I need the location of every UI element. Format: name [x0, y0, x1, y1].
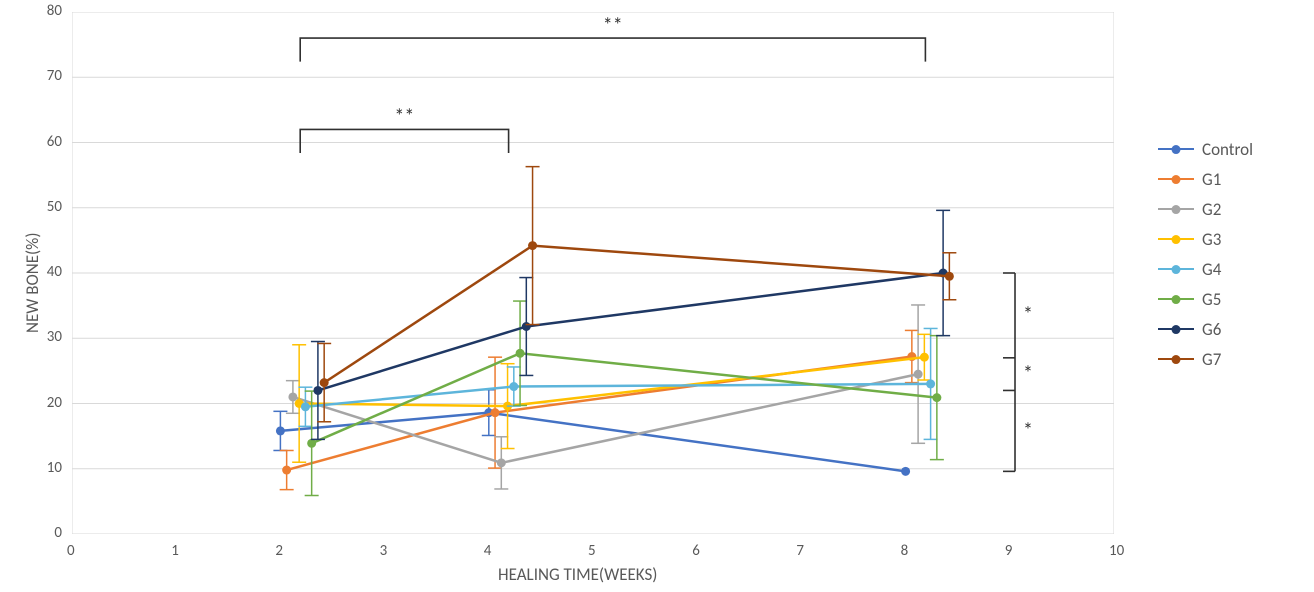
data-point	[932, 393, 941, 402]
data-point	[276, 426, 285, 435]
x-tick-label: 5	[588, 542, 596, 560]
legend-label: G2	[1202, 199, 1221, 220]
data-point	[522, 322, 531, 331]
y-tick-label: 40	[47, 263, 62, 281]
legend-label: G4	[1202, 259, 1221, 280]
data-point	[914, 370, 923, 379]
y-tick-label: 10	[47, 459, 62, 477]
data-point	[945, 272, 954, 281]
data-point	[516, 349, 525, 358]
y-tick-label: 20	[47, 394, 62, 412]
legend-label: Control	[1202, 139, 1253, 160]
legend-swatch	[1158, 268, 1194, 270]
x-tick-label: 10	[1109, 542, 1124, 560]
sig-label: **	[394, 105, 414, 129]
legend-swatch	[1158, 208, 1194, 210]
legend-label: G6	[1202, 319, 1221, 340]
data-point	[313, 386, 322, 395]
data-point	[301, 402, 310, 411]
legend: Control G1 G2 G3 G4 G5 G6 G7	[1158, 134, 1253, 374]
data-point	[288, 392, 297, 401]
legend-item: G7	[1158, 344, 1253, 374]
x-tick-label: 6	[692, 542, 700, 560]
y-tick-label: 80	[47, 2, 62, 20]
legend-label: G7	[1202, 349, 1221, 370]
plot-area	[72, 12, 1114, 534]
data-point	[901, 467, 910, 476]
legend-item: G5	[1158, 284, 1253, 314]
sig-label: *	[1023, 362, 1033, 386]
y-tick-label: 0	[54, 524, 62, 542]
data-point	[509, 382, 518, 391]
x-tick-label: 1	[171, 542, 179, 560]
legend-swatch	[1158, 298, 1194, 300]
x-tick-label: 9	[1005, 542, 1013, 560]
legend-label: G5	[1202, 289, 1221, 310]
data-point	[926, 379, 935, 388]
legend-item: G2	[1158, 194, 1253, 224]
y-tick-label: 60	[47, 133, 62, 151]
legend-swatch	[1158, 148, 1194, 150]
legend-label: G3	[1202, 229, 1221, 250]
legend-item: G3	[1158, 224, 1253, 254]
y-tick-label: 50	[47, 198, 62, 216]
x-tick-label: 7	[796, 542, 804, 560]
legend-swatch	[1158, 358, 1194, 360]
sig-label: *	[1023, 303, 1033, 327]
legend-swatch	[1158, 238, 1194, 240]
chart-container: HEALING TIME(WEEKS) NEW BONE(%) Control G…	[0, 0, 1314, 592]
data-point	[528, 241, 537, 250]
y-tick-label: 70	[47, 67, 62, 85]
data-point	[920, 353, 929, 362]
x-tick-label: 4	[484, 542, 492, 560]
legend-item: G1	[1158, 164, 1253, 194]
x-tick-label: 8	[901, 542, 909, 560]
x-tick-label: 2	[275, 542, 283, 560]
legend-item: G4	[1158, 254, 1253, 284]
x-tick-label: 3	[380, 542, 388, 560]
data-point	[282, 466, 291, 475]
sig-label: **	[603, 14, 623, 38]
legend-swatch	[1158, 178, 1194, 180]
data-point	[307, 439, 316, 448]
x-axis-label: HEALING TIME(WEEKS)	[498, 564, 657, 585]
x-tick-label: 0	[67, 542, 75, 560]
data-point	[320, 378, 329, 387]
y-axis-label: NEW BONE(%)	[22, 233, 43, 333]
legend-item: G6	[1158, 314, 1253, 344]
plot-svg	[72, 12, 1114, 534]
y-tick-label: 30	[47, 328, 62, 346]
sig-label: *	[1023, 419, 1033, 443]
legend-swatch	[1158, 328, 1194, 330]
legend-item: Control	[1158, 134, 1253, 164]
legend-label: G1	[1202, 169, 1221, 190]
data-point	[491, 408, 500, 417]
data-point	[497, 458, 506, 467]
